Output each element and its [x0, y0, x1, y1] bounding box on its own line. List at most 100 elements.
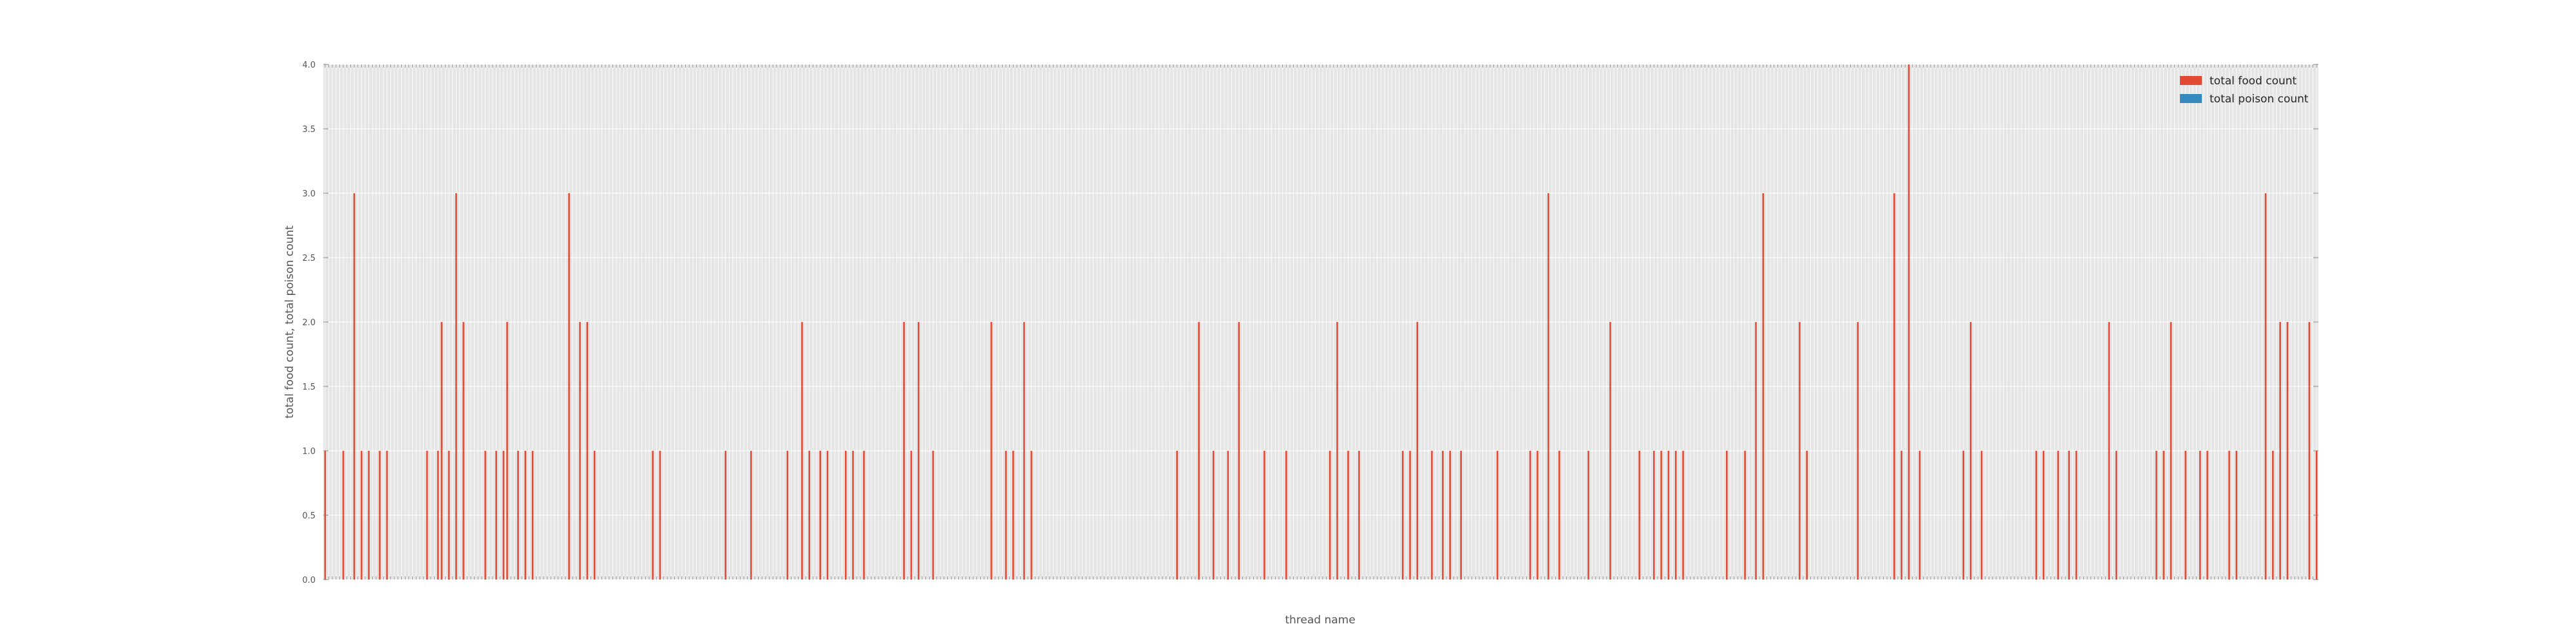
bar-total-food-count — [1460, 451, 1462, 580]
bar-total-food-count — [1005, 451, 1007, 580]
bar-total-food-count — [2042, 451, 2045, 580]
bar-total-food-count — [440, 322, 443, 580]
bar-total-food-count — [455, 193, 457, 580]
y-tick-label: 0.5 — [302, 511, 316, 521]
bar-total-food-count — [932, 451, 934, 580]
legend-label: total poison count — [2210, 93, 2309, 106]
bar-total-food-count — [786, 451, 789, 580]
bar-total-food-count — [1548, 193, 1549, 580]
bar-total-food-count — [1416, 322, 1419, 580]
bar-total-food-count — [379, 451, 381, 580]
bar-total-food-count — [2057, 451, 2060, 580]
y-tick-label: 1.5 — [302, 383, 316, 392]
bar-total-food-count — [579, 322, 581, 580]
bar-total-food-count — [1755, 322, 1757, 580]
bar-total-food-count — [2115, 451, 2117, 580]
bar-total-food-count — [863, 451, 865, 580]
bar-total-food-count — [524, 451, 527, 580]
bar-total-food-count — [1285, 451, 1287, 580]
bar-total-food-count — [910, 451, 913, 580]
bar-total-food-count — [448, 451, 450, 580]
y-tick-label: 3.5 — [302, 125, 316, 135]
bar-total-food-count — [1347, 451, 1349, 580]
y-axis-ticks: 0.0 0.5 1.0 1.5 2.0 2.5 3.0 3.5 4.0 — [302, 61, 2318, 585]
y-tick-label: 4.0 — [302, 61, 316, 70]
bar-total-food-count — [1431, 451, 1433, 580]
bar-total-food-count — [586, 322, 589, 580]
bar-total-food-count — [593, 451, 596, 580]
bar-total-food-count — [1857, 322, 1859, 580]
bar-total-food-count — [531, 451, 534, 580]
bar-total-food-count — [1442, 451, 1444, 580]
bar-total-food-count — [1336, 322, 1338, 580]
bar-total-food-count — [1653, 451, 1655, 580]
bar-total-food-count — [1806, 451, 1808, 580]
bar-total-food-count — [1023, 322, 1025, 580]
bar-total-food-count — [1358, 451, 1360, 580]
plot-area — [323, 64, 2318, 580]
bar-total-food-count — [1762, 193, 1765, 580]
bar-total-food-count — [495, 451, 497, 580]
bar-total-food-count — [1212, 451, 1215, 580]
bar-total-food-count — [2235, 451, 2238, 580]
bar-total-food-count — [426, 451, 428, 580]
bar-total-food-count — [1198, 322, 1200, 580]
bar-total-food-count — [462, 322, 464, 580]
y-tick-label: 0.0 — [302, 576, 316, 585]
y-tick-label: 1.0 — [302, 447, 316, 457]
bar-total-food-count — [2184, 451, 2186, 580]
bar-total-food-count — [2206, 451, 2208, 580]
bar-total-food-count — [724, 451, 726, 580]
bar-total-food-count — [437, 451, 439, 580]
bar-total-food-count — [1496, 451, 1499, 580]
bar-total-food-count — [502, 451, 505, 580]
bar-total-food-count — [1329, 451, 1331, 580]
bar-total-food-count — [1893, 193, 1895, 580]
bar-total-food-count — [368, 451, 370, 580]
bar-total-food-count — [1980, 451, 1983, 580]
bar-total-food-count — [2108, 322, 2110, 580]
bar-total-food-count — [1609, 322, 1611, 580]
bar-total-food-count — [1176, 451, 1178, 580]
bar-total-food-count — [652, 451, 654, 580]
bar-total-food-count — [1726, 451, 1728, 580]
x-axis-label: thread name — [1285, 614, 1355, 627]
bar-total-food-count — [2286, 322, 2289, 580]
bar-total-food-count — [903, 322, 905, 580]
bar-total-food-count — [2163, 451, 2165, 580]
legend-swatch — [2180, 94, 2202, 103]
bar-total-food-count — [801, 322, 803, 580]
bar-total-food-count — [852, 451, 854, 580]
bar-total-food-count — [2199, 451, 2201, 580]
bar-total-food-count — [1744, 451, 1746, 580]
bar-total-food-count — [361, 451, 363, 580]
bar-total-food-count — [1587, 451, 1589, 580]
bar-total-food-count — [1969, 322, 1972, 580]
bar-total-food-count — [2264, 193, 2267, 580]
bar-total-food-count — [1962, 451, 1965, 580]
bar-total-food-count — [1558, 451, 1560, 580]
bar-total-food-count — [1529, 451, 1531, 580]
bar-total-food-count — [1660, 451, 1662, 580]
bar-total-food-count — [844, 451, 847, 580]
bars — [324, 64, 2318, 580]
bar-total-food-count — [990, 322, 992, 580]
bar-total-food-count — [1449, 451, 1451, 580]
bar-total-food-count — [1264, 451, 1265, 580]
bar-total-food-count — [1030, 451, 1032, 580]
bar-total-food-count — [1918, 451, 1921, 580]
bar-total-food-count — [2155, 451, 2157, 580]
bar-total-food-count — [2035, 451, 2038, 580]
legend-label: total food count — [2210, 75, 2297, 88]
bar-total-food-count — [568, 193, 570, 580]
bar-total-food-count — [386, 451, 388, 580]
bar-total-food-count — [2279, 322, 2281, 580]
bar-total-food-count — [2068, 451, 2070, 580]
bar-total-food-count — [342, 451, 345, 580]
y-tick-label: 2.0 — [302, 318, 316, 328]
bar-total-food-count — [1799, 322, 1801, 580]
bar-total-food-count — [1238, 322, 1240, 580]
bar-total-food-count — [826, 451, 829, 580]
y-tick-label: 2.5 — [302, 254, 316, 263]
